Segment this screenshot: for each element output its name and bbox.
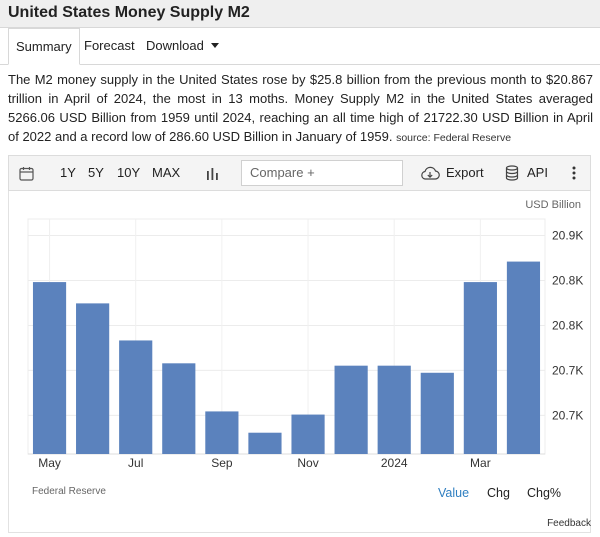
y-tick-label: 20.7K (552, 363, 583, 377)
more-options-icon[interactable] (572, 166, 576, 185)
bar-sep-2023[interactable] (205, 411, 239, 454)
chart-panel (8, 191, 591, 533)
bar-chart-type-icon[interactable] (206, 167, 219, 185)
feedback-link[interactable]: Feedback (547, 518, 591, 529)
chevron-down-icon (210, 43, 219, 49)
bar-apr-2024[interactable] (506, 261, 541, 454)
title-bar: United States Money Supply M2 (0, 0, 600, 28)
tab-download[interactable]: Download (146, 28, 219, 65)
mode-value-button[interactable]: Value (438, 486, 470, 500)
x-tick-label: Mar (470, 456, 491, 470)
bar-chart: USD Billion 20.9K 20.8K 20.8K 20.7K 20.7K May… (27, 199, 583, 470)
bar-oct-2023[interactable] (248, 432, 282, 454)
summary-text: The M2 money supply in the United States… (8, 72, 593, 144)
x-tick-label: Nov (297, 456, 318, 470)
bar-jul-2023[interactable] (119, 340, 153, 454)
bar-mar-2024[interactable] (463, 282, 497, 454)
y-tick-label: 20.7K (552, 408, 583, 422)
tab-download-label: Download (146, 38, 204, 53)
chart-source: Federal Reserve (32, 486, 106, 497)
tab-bar: Summary Forecast Download (0, 28, 600, 65)
unit-label: USD Billion (525, 199, 581, 211)
bar-jun-2023[interactable] (76, 303, 110, 454)
x-tick-label: Jul (128, 456, 143, 470)
bar-feb-2024[interactable] (420, 372, 454, 454)
summary-description: The M2 money supply in the United States… (8, 70, 593, 148)
page-title: United States Money Supply M2 (8, 4, 250, 21)
chart-toolbar: 1Y 5Y 10Y MAX Compare + Export API (8, 155, 591, 191)
tab-summary[interactable]: Summary (8, 28, 80, 65)
compare-input[interactable]: Compare + (241, 160, 403, 186)
range-10y-button[interactable]: 10Y (117, 165, 141, 180)
cloud-download-icon[interactable] (420, 166, 440, 186)
database-icon[interactable] (505, 165, 519, 186)
x-tick-label: Sep (211, 456, 233, 470)
bar-jan-2024[interactable] (377, 365, 411, 454)
calendar-icon[interactable] (19, 166, 34, 186)
range-max-button[interactable]: MAX (152, 165, 181, 180)
bar-dec-2023[interactable] (334, 365, 368, 454)
x-tick-label: May (38, 456, 61, 470)
x-tick-label: 2024 (381, 456, 408, 470)
tab-forecast[interactable]: Forecast (84, 38, 135, 53)
y-tick-label: 20.8K (552, 274, 583, 288)
mode-chg-button[interactable]: Chg (487, 486, 510, 500)
api-button[interactable]: API (527, 165, 548, 180)
y-tick-label: 20.8K (552, 318, 583, 332)
mode-chg-pct-button[interactable]: Chg% (527, 486, 562, 500)
bar-nov-2023[interactable] (291, 414, 325, 454)
range-5y-button[interactable]: 5Y (88, 165, 104, 180)
bar-may-2023[interactable] (32, 282, 67, 454)
bar-aug-2023[interactable] (162, 363, 196, 454)
y-tick-label: 20.9K (552, 229, 583, 243)
range-1y-button[interactable]: 1Y (60, 165, 76, 180)
export-button[interactable]: Export (446, 165, 484, 180)
source-note: source: Federal Reserve (396, 132, 512, 144)
